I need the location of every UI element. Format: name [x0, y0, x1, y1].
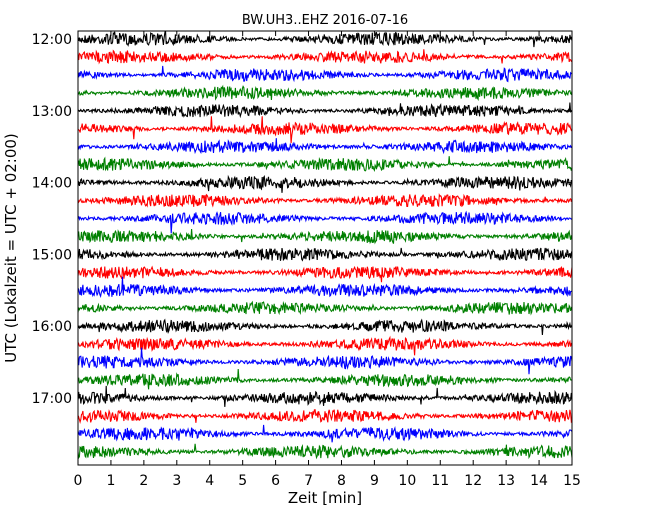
seismic-trace-line — [78, 116, 572, 144]
x-tick-label: 5 — [238, 473, 247, 489]
x-tick-label: 7 — [304, 473, 313, 489]
seismic-trace-line — [78, 347, 572, 375]
seismic-trace-line — [78, 65, 572, 83]
x-tick-label: 4 — [205, 473, 214, 489]
y-tick-label: 17:00 — [32, 391, 72, 407]
seismic-trace-line — [78, 409, 572, 425]
seismic-trace-line — [78, 443, 572, 460]
seismic-trace-line — [78, 247, 572, 262]
seismic-trace-line — [78, 84, 572, 102]
seismic-trace-line — [78, 192, 572, 208]
x-axis: 0 1 2 3 4 5 6 7 8 9 10 11 12 13 14 15 — [74, 31, 581, 489]
seismic-trace-line — [78, 31, 572, 48]
seismic-trace-line — [78, 300, 572, 316]
x-tick-label: 10 — [398, 473, 416, 489]
x-tick-label: 14 — [530, 473, 548, 489]
seismic-trace-line — [78, 138, 572, 155]
y-tick-label: 15:00 — [32, 247, 72, 263]
x-tick-label: 11 — [431, 473, 449, 489]
y-axis: 12:00 13:00 14:00 15:00 16:00 17:00 — [32, 32, 572, 407]
seismic-trace-line — [78, 385, 572, 407]
seismic-trace-line — [78, 318, 572, 335]
seismic-trace-line — [78, 174, 572, 193]
x-tick-label: 15 — [563, 473, 581, 489]
seismic-trace-line — [78, 210, 572, 234]
x-tick-label: 3 — [172, 473, 181, 489]
x-tick-label: 12 — [464, 473, 482, 489]
chart-title: BW.UH3..EHZ 2016-07-16 — [242, 13, 408, 28]
x-tick-label: 9 — [370, 473, 379, 489]
y-tick-label: 14:00 — [32, 176, 72, 192]
x-tick-label: 0 — [74, 473, 83, 489]
y-tick-label: 13:00 — [32, 104, 72, 120]
seismic-trace-line — [78, 335, 572, 356]
seismic-trace-line — [78, 228, 572, 245]
seismic-trace-line — [78, 265, 572, 283]
x-tick-label: 1 — [106, 473, 115, 489]
seismic-trace-line — [78, 156, 572, 173]
x-tick-label: 13 — [497, 473, 515, 489]
x-axis-title: Zeit [min] — [288, 489, 362, 507]
seismic-trace-line — [78, 49, 572, 65]
seismic-traces — [78, 31, 572, 460]
x-tick-label: 2 — [139, 473, 148, 489]
seismic-trace-line — [78, 424, 572, 443]
seismic-trace-line — [78, 102, 572, 119]
plot-frame — [77, 30, 573, 466]
seismic-trace-line — [78, 368, 572, 390]
x-tick-label: 8 — [337, 473, 346, 489]
seismic-trace-line — [78, 276, 572, 298]
x-tick-label: 6 — [271, 473, 280, 489]
y-tick-label: 12:00 — [32, 32, 72, 48]
y-axis-title: UTC (Lokalzeit = UTC + 02:00) — [2, 133, 20, 363]
y-tick-label: 16:00 — [32, 319, 72, 335]
